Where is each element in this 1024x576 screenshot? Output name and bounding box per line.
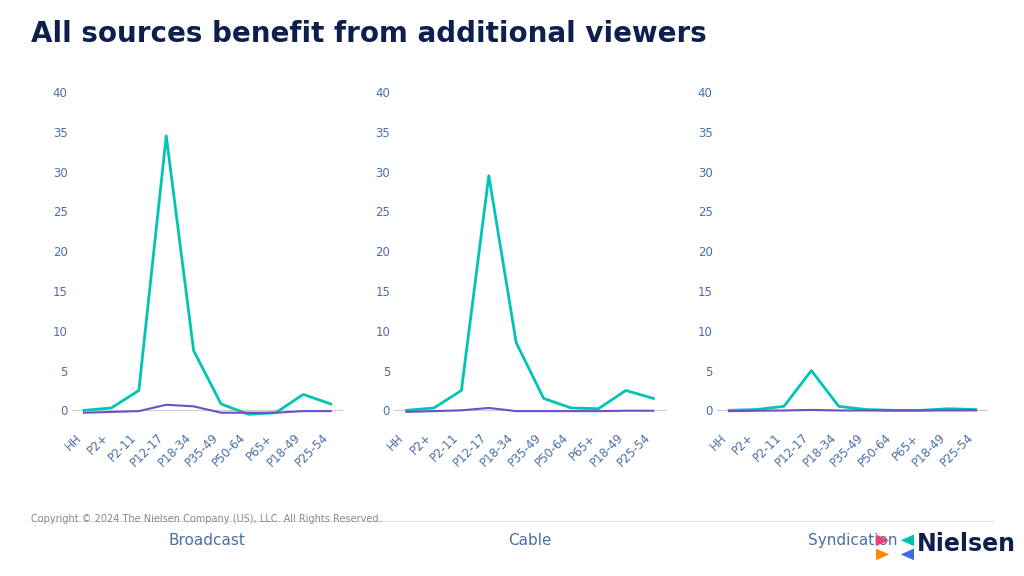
Polygon shape bbox=[901, 548, 914, 560]
Polygon shape bbox=[901, 535, 914, 546]
Text: Cable: Cable bbox=[508, 533, 552, 548]
Text: Nielsen: Nielsen bbox=[916, 532, 1016, 556]
Polygon shape bbox=[876, 535, 889, 546]
Text: Broadcast: Broadcast bbox=[169, 533, 246, 548]
Text: Copyright © 2024 The Nielsen Company (US), LLC. All Rights Reserved.: Copyright © 2024 The Nielsen Company (US… bbox=[31, 514, 381, 524]
Legend: Panel, Big Data + Panel: Panel, Big Data + Panel bbox=[710, 573, 943, 576]
Text: All sources benefit from additional viewers: All sources benefit from additional view… bbox=[31, 20, 707, 48]
Legend: Panel, Big Data + Panel: Panel, Big Data + Panel bbox=[65, 573, 298, 576]
Polygon shape bbox=[876, 548, 889, 560]
Legend: Panel, Big Data + Panel: Panel, Big Data + Panel bbox=[387, 573, 621, 576]
Text: Syndication: Syndication bbox=[808, 533, 897, 548]
